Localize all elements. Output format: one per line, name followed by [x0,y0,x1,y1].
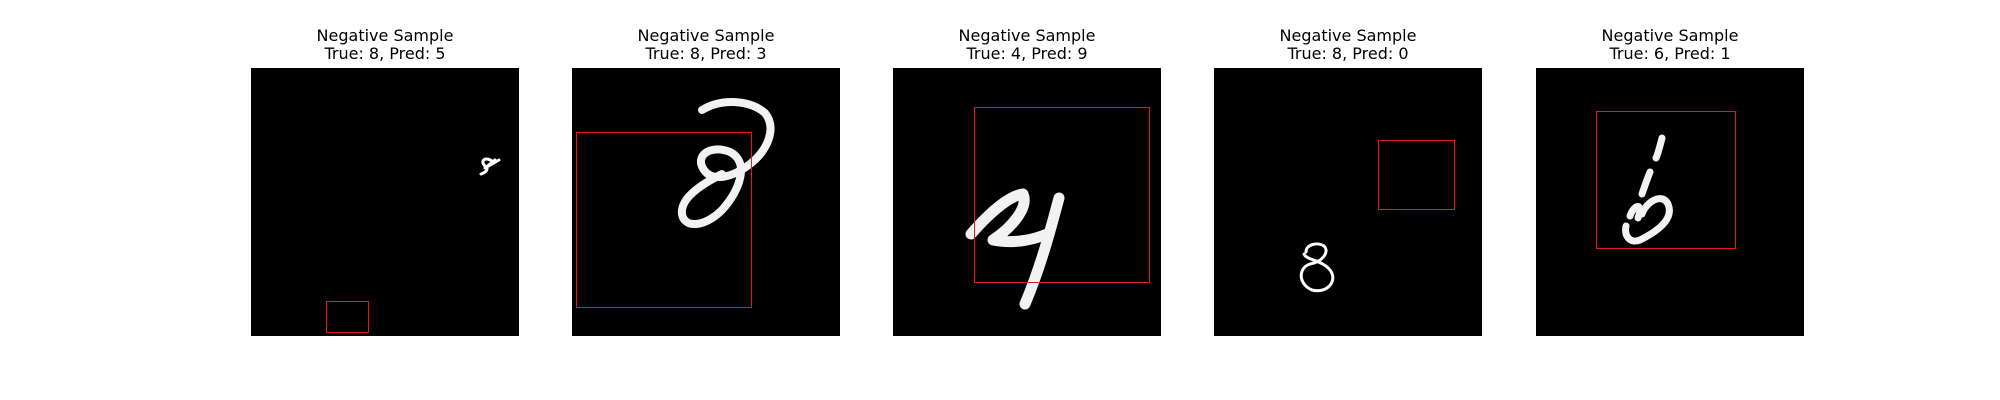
panel-labels: True: 8, Pred: 3 [645,44,767,63]
panel-labels: True: 6, Pred: 1 [1609,44,1731,63]
panel-title: Negative Sample True: 8, Pred: 5 [211,27,559,63]
digit-4-icon [965,188,1065,310]
digit-image [1214,68,1482,336]
bounding-box [576,132,752,308]
digit-8-icon [677,98,775,228]
panel-title: Negative Sample True: 8, Pred: 0 [1174,27,1522,63]
digit-image [572,68,840,336]
digit-image [251,68,519,336]
sample-panel-5: Negative Sample True: 6, Pred: 1 [1536,0,1804,400]
panel-labels: True: 4, Pred: 9 [966,44,1088,63]
sample-panel-2: Negative Sample True: 8, Pred: 3 [572,0,840,400]
bounding-box [1596,111,1736,249]
digit-image [893,68,1161,336]
sample-panel-1: Negative Sample True: 8, Pred: 5 [251,0,519,400]
panel-labels: True: 8, Pred: 5 [324,44,446,63]
digit-8-small-icon [479,157,501,176]
panel-title-line: Negative Sample [1279,26,1417,45]
sample-panel-3: Negative Sample True: 4, Pred: 9 [893,0,1161,400]
panel-title: Negative Sample True: 6, Pred: 1 [1496,27,1844,63]
bounding-box [1378,140,1455,210]
panel-title-line: Negative Sample [1601,26,1739,45]
digit-6-icon [1622,134,1673,245]
panel-title-line: Negative Sample [637,26,775,45]
panel-title-line: Negative Sample [316,26,454,45]
bounding-box [974,107,1150,283]
sample-panel-4: Negative Sample True: 8, Pred: 0 [1214,0,1482,400]
digit-8-outline-icon [1299,242,1335,293]
bounding-box [326,301,369,333]
panel-title: Negative Sample True: 4, Pred: 9 [853,27,1201,63]
digit-image [1536,68,1804,336]
panel-labels: True: 8, Pred: 0 [1287,44,1409,63]
panel-title-line: Negative Sample [958,26,1096,45]
panel-title: Negative Sample True: 8, Pred: 3 [532,27,880,63]
